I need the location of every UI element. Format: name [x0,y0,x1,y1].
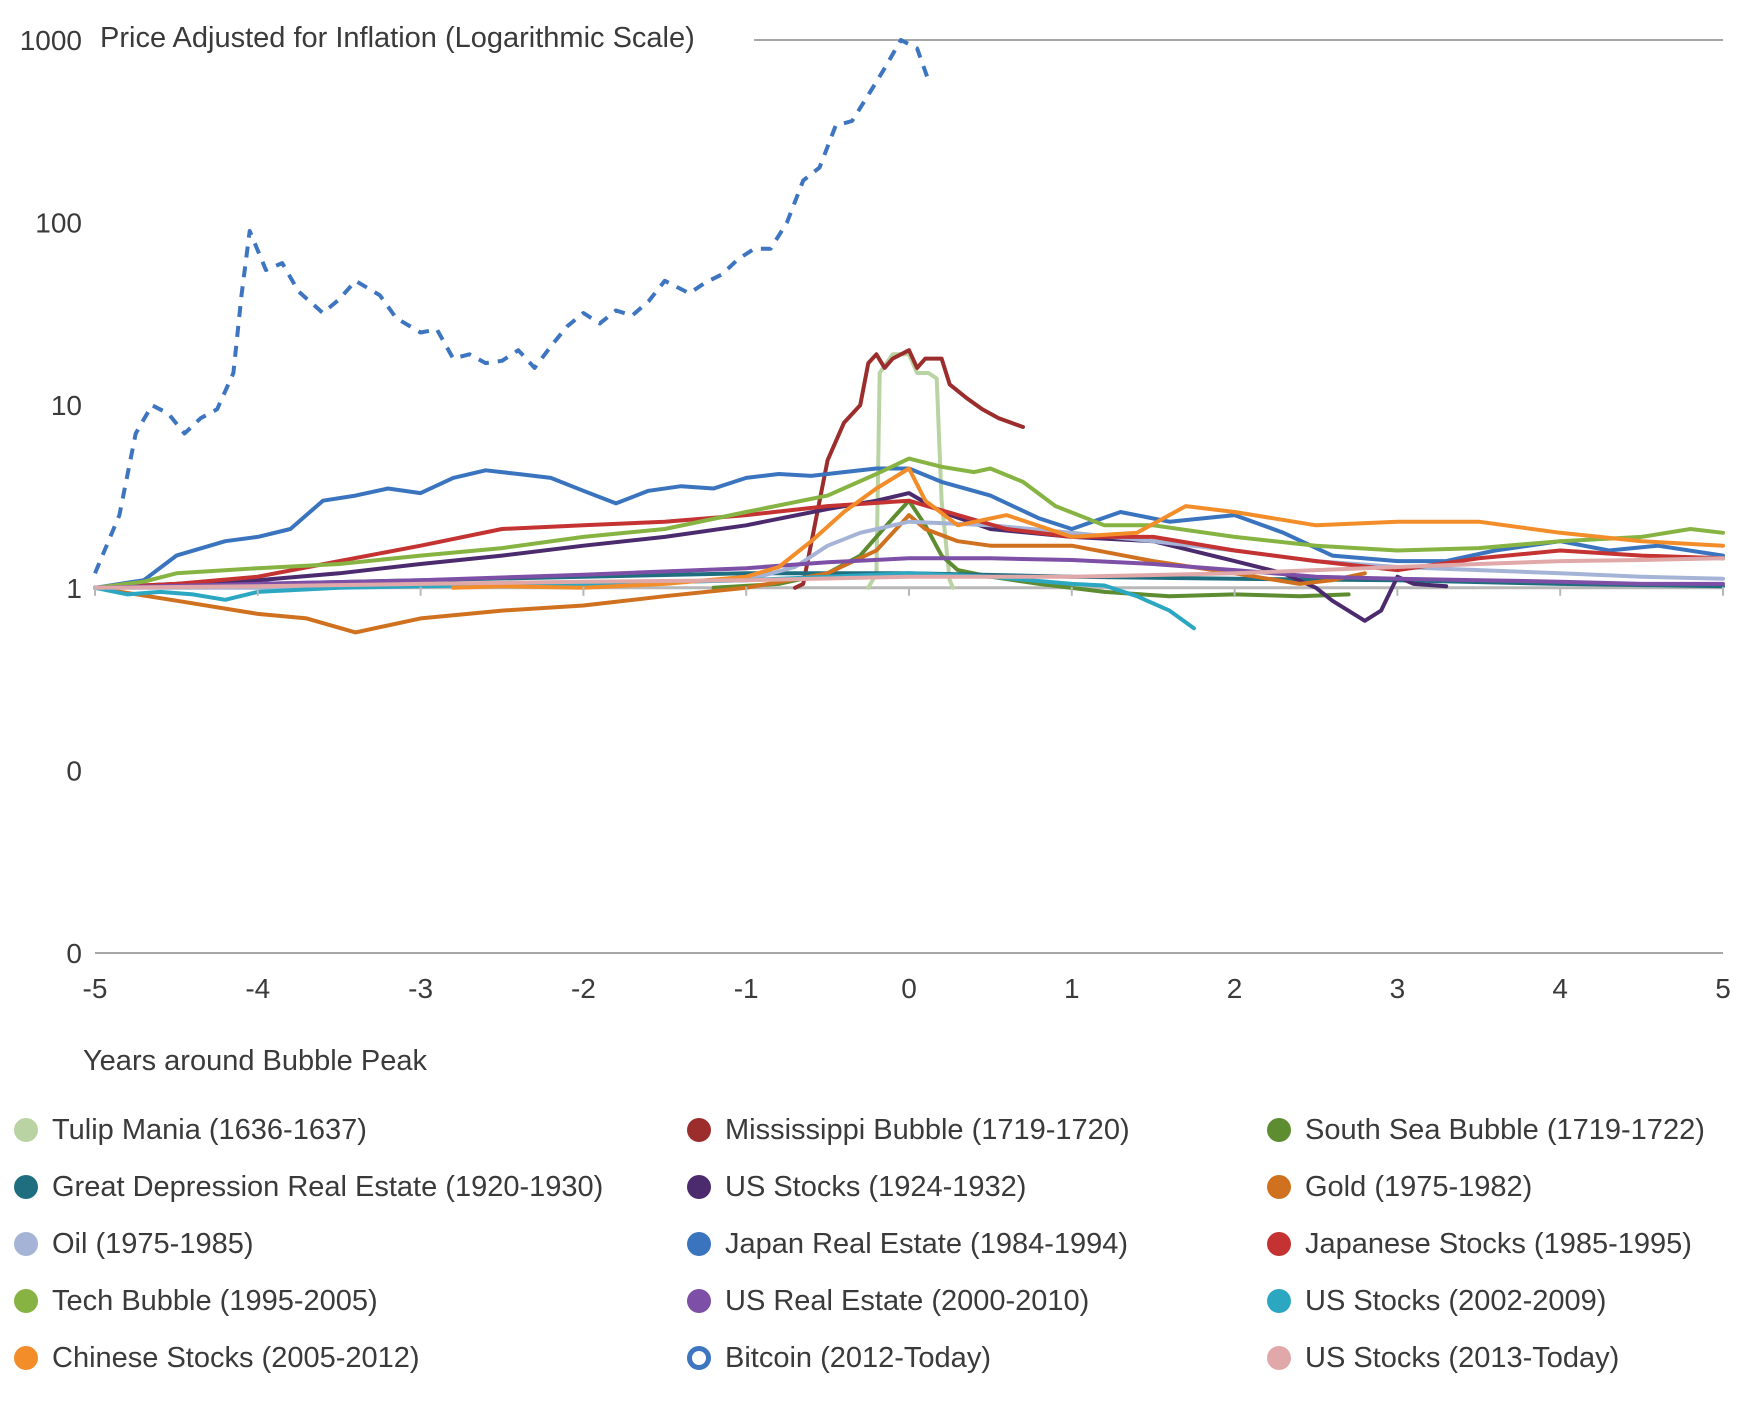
x-tick-label: -4 [245,973,270,1004]
x-tick-label: 1 [1064,973,1080,1004]
series-line-1 [793,348,1025,590]
legend-item: Bitcoin (2012-Today) [687,1338,991,1378]
legend-label: Mississippi Bubble (1719-1720) [725,1113,1130,1146]
legend: Tulip Mania (1636-1637) Mississippi Bubbl… [14,1110,1734,1400]
legend-item: US Stocks (2002-2009) [1267,1281,1606,1321]
legend-marker [14,1346,38,1370]
legend-marker [14,1175,38,1199]
legend-label: US Stocks (2002-2009) [1305,1284,1607,1317]
legend-marker [1267,1289,1291,1313]
legend-marker [14,1232,38,1256]
series-line-12 [451,466,1725,590]
series-line-0 [866,352,955,590]
legend-marker [687,1346,711,1370]
legend-label: Chinese Stocks (2005-2012) [52,1341,420,1374]
legend-marker [687,1232,711,1256]
series-line-14 [93,556,1725,590]
chart-title: Price Adjusted for Inflation (Logarithmi… [100,22,695,54]
series-line-10 [93,556,1725,590]
legend-marker [1267,1118,1291,1142]
legend-label: Japan Real Estate (1984-1994) [725,1227,1129,1260]
legend-label: Bitcoin (2012-Today) [725,1341,991,1374]
legend-item: Japanese Stocks (1985-1995) [1267,1224,1692,1264]
y-tick-label: 100 [35,208,82,239]
chart-title-background [94,14,754,62]
legend-marker [687,1118,711,1142]
legend-marker [687,1175,711,1199]
legend-item: Chinese Stocks (2005-2012) [14,1338,420,1378]
legend-item: Mississippi Bubble (1719-1720) [687,1110,1130,1150]
legend-marker [1267,1232,1291,1256]
legend-label: US Stocks (1924-1932) [725,1170,1027,1203]
legend-label: South Sea Bubble (1719-1722) [1305,1113,1705,1146]
legend-item: Gold (1975-1982) [1267,1167,1532,1207]
legend-item: US Real Estate (2000-2010) [687,1281,1089,1321]
legend-label: Gold (1975-1982) [1305,1170,1533,1203]
legend-label: Tulip Mania (1636-1637) [52,1113,367,1146]
legend-item: Tech Bubble (1995-2005) [14,1281,378,1321]
legend-item: Oil (1975-1985) [14,1224,254,1264]
x-axis-label: Years around Bubble Peak [83,1045,427,1077]
legend-label: US Real Estate (2000-2010) [725,1284,1090,1317]
x-tick-label: -2 [571,973,596,1004]
y-tick-label: 1000 [20,25,82,56]
legend-item: US Stocks (2013-Today) [1267,1338,1619,1378]
x-tick-label: 2 [1227,973,1243,1004]
y-tick-label: 0 [66,755,82,786]
legend-marker [14,1118,38,1142]
x-tick-label: 0 [901,973,917,1004]
y-tick-label: 1 [66,573,82,604]
x-axis-ticks: -5 -4 -3 -2 -1 0 1 2 3 4 5 [83,586,1731,1004]
x-tick-label: -5 [83,973,108,1004]
legend-label: Oil (1975-1985) [52,1227,254,1260]
legend-item: Great Depression Real Estate (1920-1930) [14,1167,603,1207]
x-tick-label: -1 [734,973,759,1004]
legend-item: Tulip Mania (1636-1637) [14,1110,367,1150]
legend-item: South Sea Bubble (1719-1722) [1267,1110,1705,1150]
x-tick-label: 4 [1552,973,1568,1004]
series-lines [93,38,1725,635]
series-line-9 [93,456,1725,590]
y-tick-label: 0 [66,938,82,969]
legend-marker [687,1289,711,1313]
series-line-13 [93,38,931,575]
legend-label: Great Depression Real Estate (1920-1930) [52,1170,604,1203]
legend-item: US Stocks (1924-1932) [687,1167,1026,1207]
legend-marker [1267,1346,1291,1370]
legend-label: US Stocks (2013-Today) [1305,1341,1620,1374]
legend-label: Tech Bubble (1995-2005) [52,1284,378,1317]
legend-marker [14,1289,38,1313]
x-tick-label: 5 [1715,973,1731,1004]
x-tick-label: -3 [408,973,433,1004]
x-tick-label: 3 [1390,973,1406,1004]
series-line-7 [93,466,1725,590]
legend-label: Japanese Stocks (1985-1995) [1305,1227,1692,1260]
legend-item: Japan Real Estate (1984-1994) [687,1224,1128,1264]
legend-marker [1267,1175,1291,1199]
y-tick-label: 10 [51,390,82,421]
